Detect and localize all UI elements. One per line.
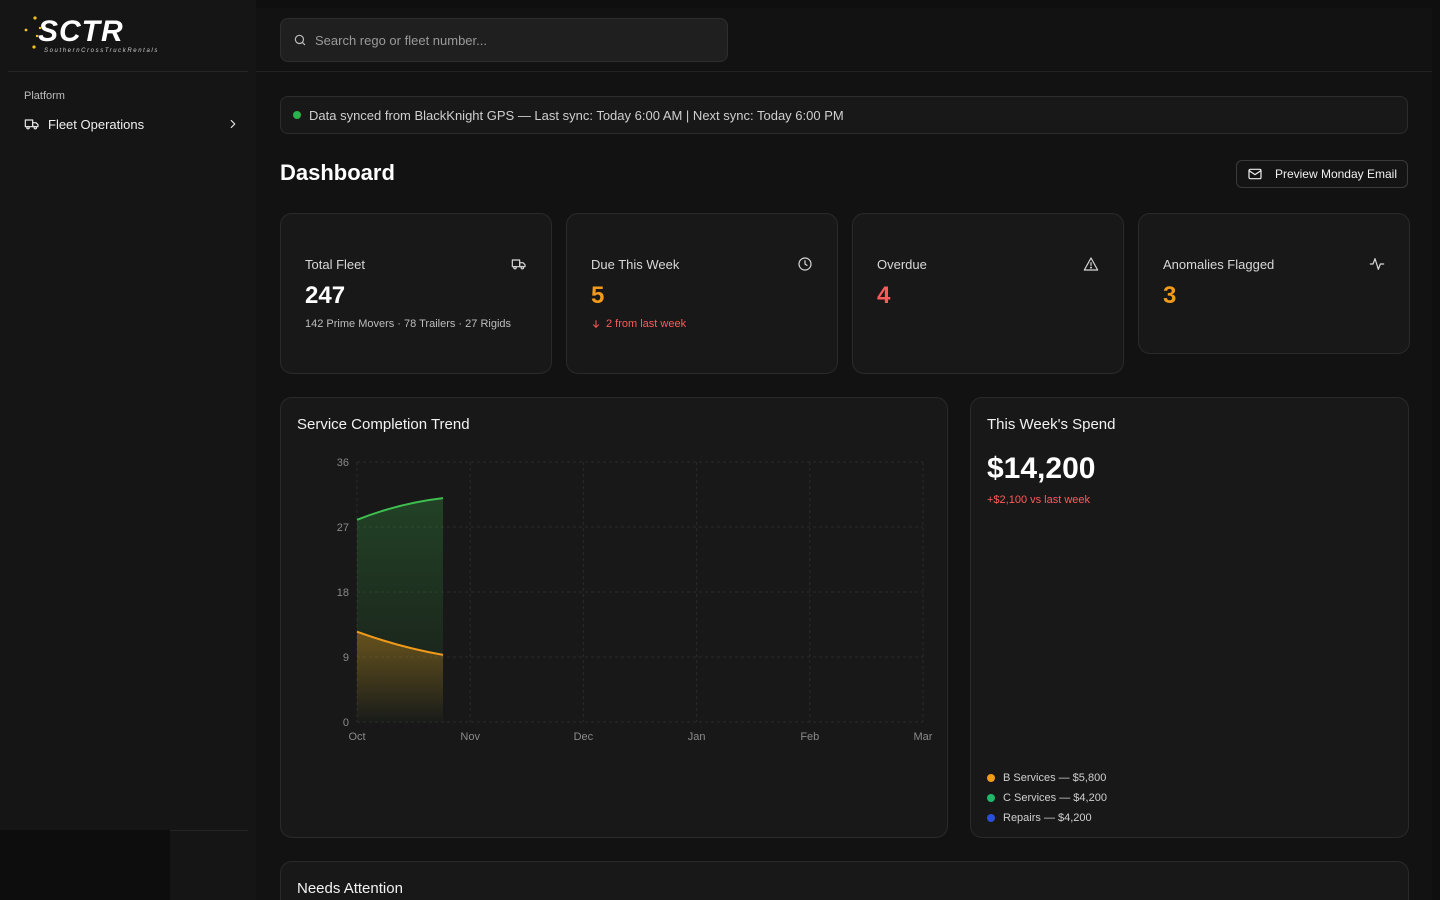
stat-subtext: 142 Prime Movers · 78 Trailers · 27 Rigi… [305, 318, 527, 330]
logo-subtitle: SouthernCrossTruckRentals [44, 47, 159, 54]
needs-attention-card: Needs Attention [280, 861, 1409, 900]
alert-triangle-icon [1083, 257, 1099, 271]
arrow-down-icon [593, 320, 599, 328]
legend-item-repairs: Repairs — $4,200 [987, 808, 1107, 828]
search-icon [294, 34, 306, 46]
y-tick-label: 36 [337, 457, 349, 469]
legend-dot [987, 774, 995, 782]
y-tick-label: 27 [337, 522, 349, 534]
stat-card-overdue[interactable]: Overdue 4 [852, 213, 1124, 374]
weekly-spend-card: This Week's Spend $14,200 +$2,100 vs las… [970, 397, 1409, 838]
sidebar: SCTR SouthernCrossTruckRentals Platform … [0, 0, 256, 900]
sync-status-dot [293, 111, 301, 119]
clock-icon [798, 257, 812, 271]
sidebar-divider [170, 830, 248, 831]
stat-card-due-this-week[interactable]: Due This Week 5 2 from last week [566, 213, 838, 374]
stat-subtext-label: 2 from last week [606, 318, 687, 330]
x-tick-label: Feb [800, 731, 819, 743]
spend-total: $14,200 [987, 452, 1096, 485]
x-tick-label: Jan [688, 731, 706, 743]
activity-icon [1369, 258, 1385, 270]
x-tick-label: Nov [460, 731, 480, 743]
page-title: Dashboard [280, 160, 395, 185]
stat-card-total-fleet[interactable]: Total Fleet 247 142 Prime Movers · 78 Tr… [280, 213, 552, 374]
legend-label: B Services — $5,800 [1003, 772, 1107, 784]
y-tick-label: 9 [343, 652, 349, 664]
stat-value: 3 [1163, 282, 1177, 309]
truck-icon [24, 119, 39, 130]
stat-subtext: 2 from last week [591, 318, 813, 330]
nav-section-label: Platform [24, 90, 65, 102]
legend-label: Repairs — $4,200 [1003, 812, 1092, 824]
y-tick-label: 0 [343, 717, 349, 729]
legend-dot [987, 814, 995, 822]
stat-card-anomalies-flagged[interactable]: Anomalies Flagged 3 [1138, 213, 1410, 354]
southern-cross-stars-icon [24, 15, 42, 49]
card-title: Needs Attention [297, 880, 403, 897]
sidebar-item-label: Fleet Operations [48, 116, 145, 132]
spend-delta: +$2,100 vs last week [987, 494, 1091, 506]
sync-status-banner: Data synced from BlackKnight GPS — Last … [280, 96, 1408, 134]
preview-monday-email-button[interactable]: Preview Monday Email [1235, 160, 1408, 188]
main-content: Data synced from BlackKnight GPS — Last … [256, 8, 1432, 900]
stat-label: Overdue [877, 256, 927, 272]
x-tick-label: Mar [914, 731, 933, 743]
sidebar-footer [0, 830, 170, 900]
top-bar [256, 8, 1432, 72]
stat-label: Anomalies Flagged [1163, 256, 1275, 272]
mail-icon [1248, 168, 1262, 180]
sync-status-text: Data synced from BlackKnight GPS — Last … [309, 107, 844, 123]
chevron-right-icon [230, 119, 236, 129]
truck-icon [511, 259, 526, 270]
x-tick-label: Dec [574, 731, 594, 743]
stat-value: 4 [877, 282, 891, 309]
series-area-1 [357, 631, 444, 722]
service-completion-trend-card: Service Completion Trend 0 9 18 27 36 Oct Nov D… [280, 397, 948, 838]
legend-item-b-services: B Services — $5,800 [987, 768, 1107, 788]
legend-dot [987, 794, 995, 802]
search-input[interactable] [315, 32, 715, 48]
stat-subtext-label: 142 Prime Movers · 78 Trailers · 27 Rigi… [305, 318, 512, 330]
legend-label: C Services — $4,200 [1003, 792, 1107, 804]
stat-label: Total Fleet [305, 256, 365, 272]
email-button-label: Preview Monday Email [1274, 167, 1397, 181]
card-title: Service Completion Trend [297, 416, 470, 433]
sidebar-item-fleet-operations[interactable]: Fleet Operations [24, 108, 240, 140]
y-tick-label: 18 [337, 587, 349, 599]
series-line-0 [356, 497, 444, 521]
x-tick-label: Oct [348, 731, 365, 743]
legend-item-c-services: C Services — $4,200 [987, 788, 1107, 808]
stat-value: 247 [305, 282, 346, 309]
spend-legend: B Services — $5,800 C Services — $4,200 … [987, 768, 1107, 828]
logo-wordmark: SCTR [38, 14, 124, 48]
series-line-1 [356, 630, 444, 656]
search-box[interactable] [280, 18, 728, 62]
card-title: This Week's Spend [987, 416, 1116, 433]
stat-label: Due This Week [591, 256, 680, 272]
brand-logo[interactable]: SCTR SouthernCrossTruckRentals [22, 14, 202, 58]
logo-area: SCTR SouthernCrossTruckRentals [8, 0, 248, 72]
service-completion-chart: 0 9 18 27 36 Oct Nov Dec Jan Feb Mar [337, 457, 933, 743]
stat-value: 5 [591, 282, 605, 309]
